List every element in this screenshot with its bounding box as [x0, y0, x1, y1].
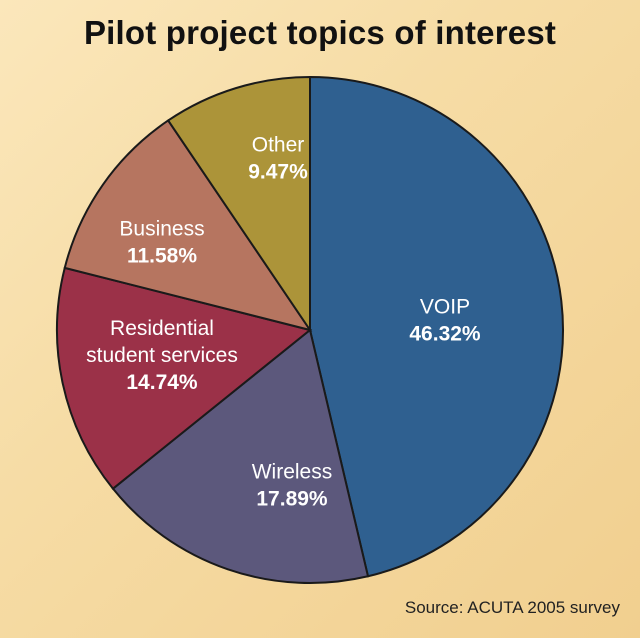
slice-label-3: Business 11.58%	[119, 218, 204, 268]
slice-label-0: VOIP 46.32%	[409, 296, 481, 346]
pie-labels: VOIP 46.32% Wireless 17.89% Residential stude…	[86, 134, 481, 511]
slice-value-3: 11.58%	[127, 245, 197, 268]
source-note: Source: ACUTA 2005 survey	[404, 598, 620, 617]
slice-name-4: Other	[252, 134, 305, 157]
slice-label-2: Residential student services 14.74%	[86, 317, 238, 394]
slice-value-4: 9.47%	[248, 161, 308, 184]
slice-name-1: Wireless	[252, 461, 333, 484]
slice-name-3: Business	[119, 218, 204, 241]
slice-name-0: VOIP	[420, 296, 470, 319]
slice-label-1: Wireless 17.89%	[252, 461, 333, 511]
slice-name-2: student services	[86, 344, 238, 367]
pie-slice-4	[166, 75, 311, 334]
pie-slice-3	[63, 119, 313, 332]
slice-label-4: Other 9.47%	[248, 134, 308, 184]
pie-slice-2	[56, 266, 313, 491]
chart-title: Pilot project topics of interest	[83, 14, 557, 51]
slice-value-0: 46.32%	[409, 323, 481, 346]
pie-slice-0	[309, 75, 564, 578]
slice-value-2: 14.74%	[126, 371, 198, 394]
pie-slices	[56, 75, 564, 584]
slice-value-1: 17.89%	[256, 488, 328, 511]
slice-name-2: Residential	[110, 317, 214, 340]
pie-slice-1	[111, 328, 370, 584]
